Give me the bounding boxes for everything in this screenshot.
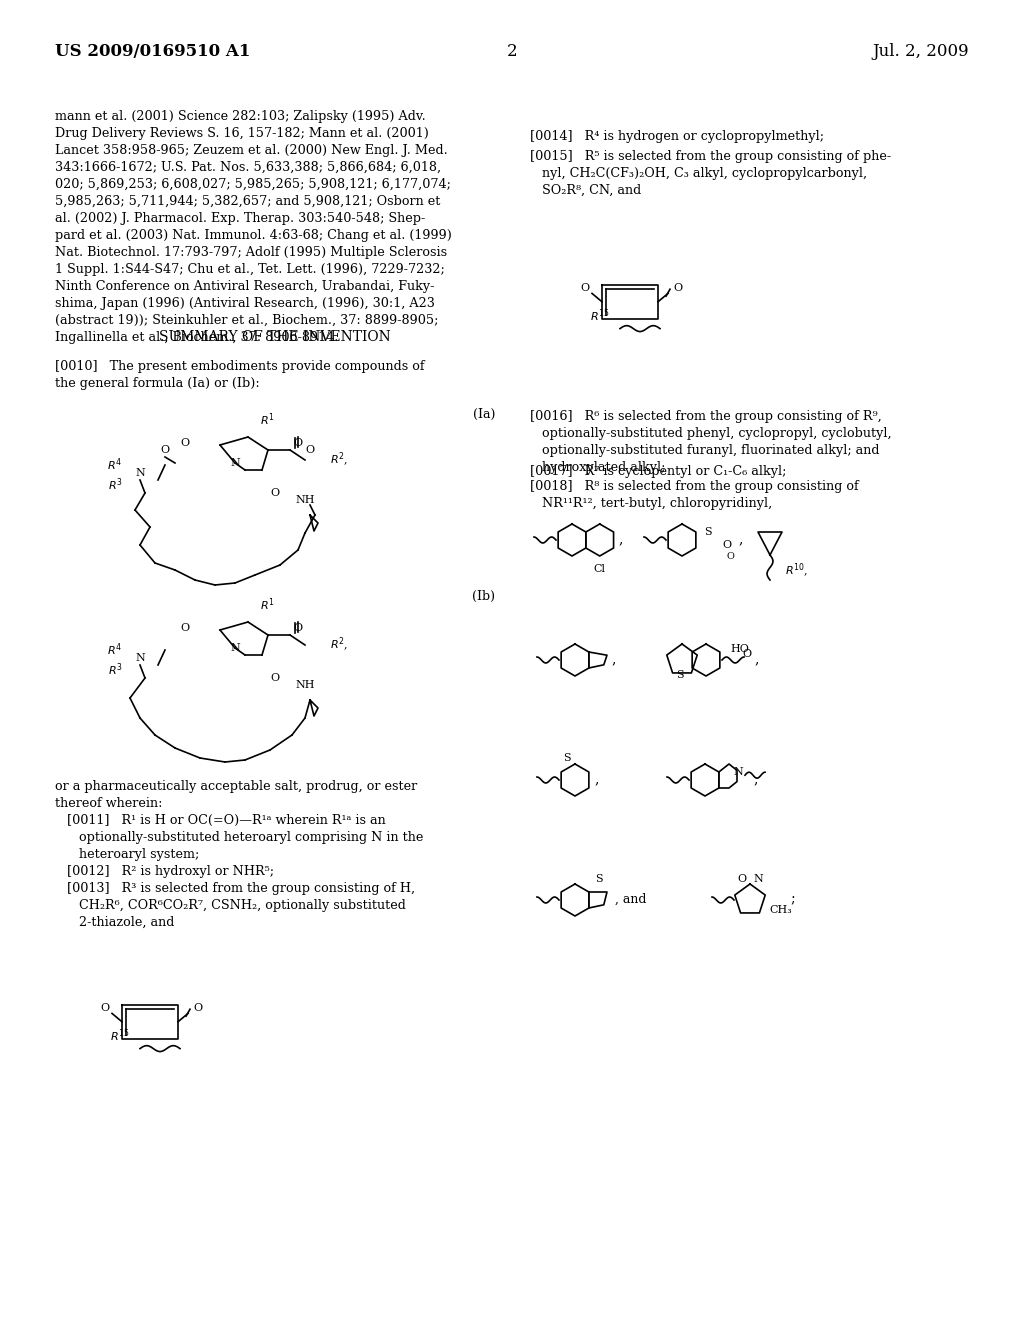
- Text: US 2009/0169510 A1: US 2009/0169510 A1: [55, 44, 251, 61]
- Text: [0014]   R⁴ is hydrogen or cyclopropylmethyl;: [0014] R⁴ is hydrogen or cyclopropylmeth…: [530, 129, 824, 143]
- Text: N: N: [230, 458, 240, 469]
- Text: S: S: [595, 874, 603, 884]
- Text: O: O: [722, 540, 731, 550]
- Text: mann et al. (2001) Science 282:103; Zalipsky (1995) Adv.
Drug Delivery Reviews S: mann et al. (2001) Science 282:103; Zali…: [55, 110, 452, 345]
- Text: O: O: [742, 649, 752, 659]
- Text: ,: ,: [611, 652, 616, 667]
- Text: N: N: [753, 874, 763, 884]
- Text: HO: HO: [730, 644, 749, 653]
- Text: [0010]   The present embodiments provide compounds of
the general formula (Ia) o: [0010] The present embodiments provide c…: [55, 360, 425, 389]
- Text: [0016]   R⁶ is selected from the group consisting of R⁹,
   optionally-substitut: [0016] R⁶ is selected from the group con…: [530, 411, 892, 474]
- Text: Cl: Cl: [594, 564, 606, 574]
- Text: O: O: [180, 623, 189, 634]
- Text: ,: ,: [594, 772, 599, 785]
- Text: $R^2$,: $R^2$,: [330, 636, 348, 655]
- Text: O: O: [294, 438, 302, 447]
- Text: O: O: [180, 438, 189, 447]
- Text: O: O: [100, 1003, 110, 1012]
- Text: NH: NH: [295, 680, 314, 690]
- Text: [0015]   R⁵ is selected from the group consisting of phe-
   nyl, CH₂C(CF₃)₂OH, : [0015] R⁵ is selected from the group con…: [530, 150, 891, 197]
- Text: $R^2$,: $R^2$,: [330, 451, 348, 469]
- Text: O: O: [305, 445, 314, 455]
- Text: $R^1$: $R^1$: [260, 412, 274, 428]
- Text: ,: ,: [754, 652, 759, 667]
- Text: Jul. 2, 2009: Jul. 2, 2009: [872, 44, 969, 61]
- Text: O: O: [270, 673, 280, 682]
- Text: O: O: [193, 1003, 202, 1012]
- Text: N: N: [230, 643, 240, 653]
- Text: (Ia): (Ia): [473, 408, 495, 421]
- Text: $R^4$: $R^4$: [108, 457, 123, 474]
- Text: or a pharmaceutically acceptable salt, prodrug, or ester
thereof wherein:
   [00: or a pharmaceutically acceptable salt, p…: [55, 780, 423, 929]
- Text: S: S: [563, 752, 570, 763]
- Text: S: S: [677, 669, 684, 680]
- Text: O: O: [161, 445, 170, 455]
- Text: O: O: [673, 282, 682, 293]
- Text: O: O: [294, 623, 302, 634]
- Text: $R^{10}$,: $R^{10}$,: [785, 562, 808, 581]
- Text: $R^{15}$: $R^{15}$: [110, 1027, 130, 1044]
- Text: O: O: [726, 552, 734, 561]
- Text: N: N: [135, 469, 144, 478]
- Text: O: O: [580, 282, 589, 293]
- Text: (Ib): (Ib): [472, 590, 495, 603]
- Text: ,: ,: [618, 532, 623, 546]
- Text: CH₃: CH₃: [769, 904, 792, 915]
- Text: [0018]   R⁸ is selected from the group consisting of
   NR¹¹R¹², tert-butyl, chl: [0018] R⁸ is selected from the group con…: [530, 480, 859, 510]
- Text: NH: NH: [295, 495, 314, 506]
- Text: $R^4$: $R^4$: [108, 642, 123, 659]
- Text: 2: 2: [507, 44, 517, 61]
- Text: ;: ;: [790, 892, 795, 906]
- Text: , and: , and: [615, 894, 646, 906]
- Text: S: S: [703, 527, 712, 537]
- Text: ,: ,: [738, 532, 742, 546]
- Text: $R^3$: $R^3$: [108, 661, 123, 678]
- Text: ,: ,: [753, 772, 758, 785]
- Text: O: O: [270, 488, 280, 498]
- Text: N: N: [135, 653, 144, 663]
- Text: $R^3$: $R^3$: [108, 477, 123, 494]
- Text: [0017]   R⁷ is cyclopentyl or C₁-C₆ alkyl;: [0017] R⁷ is cyclopentyl or C₁-C₆ alkyl;: [530, 465, 786, 478]
- Text: $R^1$: $R^1$: [260, 597, 274, 614]
- Text: N: N: [734, 767, 743, 777]
- Text: O: O: [737, 874, 746, 884]
- Text: SUMMARY OF THE INVENTION: SUMMARY OF THE INVENTION: [159, 330, 391, 345]
- Text: $R^{15}$: $R^{15}$: [590, 308, 609, 325]
